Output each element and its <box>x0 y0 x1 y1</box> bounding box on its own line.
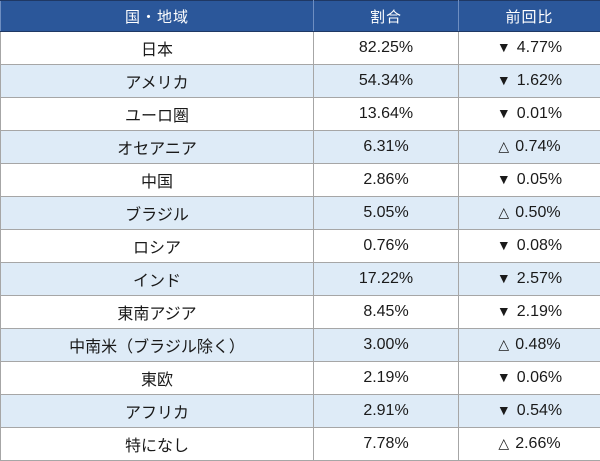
region-cell: 日本 <box>1 32 314 65</box>
down-triangle-icon: ▼ <box>497 39 511 55</box>
table-row: アフリカ 2.91% ▼ 0.54% <box>1 395 600 428</box>
share-cell: 13.64% <box>314 98 459 131</box>
change-cell: ▼ 2.57% <box>459 263 600 296</box>
share-cell: 2.86% <box>314 164 459 197</box>
change-value: 0.06% <box>517 369 562 387</box>
change-cell: ▼ 0.08% <box>459 230 600 263</box>
table-row: オセアニア 6.31% △ 0.74% <box>1 131 600 164</box>
change-value: 0.08% <box>517 237 562 255</box>
header-change: 前回比 <box>459 1 600 32</box>
change-cell: ▼ 0.05% <box>459 164 600 197</box>
region-cell: アフリカ <box>1 395 314 428</box>
change-cell: △ 0.48% <box>459 329 600 362</box>
table-header: 国・地域 割合 前回比 <box>1 1 600 32</box>
table-body: 日本 82.25% ▼ 4.77% アメリカ 54.34% ▼ 1.62% ユーロ圏… <box>1 32 600 461</box>
down-triangle-icon: ▼ <box>497 402 511 418</box>
region-cell: 中国 <box>1 164 314 197</box>
survey-table-container: 国・地域 割合 前回比 日本 82.25% ▼ 4.77% アメリカ 54.34%… <box>0 0 600 447</box>
region-cell: 中南米（ブラジル除く） <box>1 329 314 362</box>
share-cell: 8.45% <box>314 296 459 329</box>
change-value: 1.62% <box>517 72 562 90</box>
change-value: 0.48% <box>515 336 560 354</box>
table-row: 特になし 7.78% △ 2.66% <box>1 428 600 461</box>
table-row: 東欧 2.19% ▼ 0.06% <box>1 362 600 395</box>
change-cell: ▼ 2.19% <box>459 296 600 329</box>
region-cell: 特になし <box>1 428 314 461</box>
share-cell: 82.25% <box>314 32 459 65</box>
region-cell: ユーロ圏 <box>1 98 314 131</box>
table-row: 中南米（ブラジル除く） 3.00% △ 0.48% <box>1 329 600 362</box>
change-cell: △ 0.50% <box>459 197 600 230</box>
share-cell: 6.31% <box>314 131 459 164</box>
table-row: 東南アジア 8.45% ▼ 2.19% <box>1 296 600 329</box>
up-triangle-icon: △ <box>498 138 509 155</box>
share-cell: 5.05% <box>314 197 459 230</box>
share-cell: 2.19% <box>314 362 459 395</box>
share-cell: 54.34% <box>314 65 459 98</box>
down-triangle-icon: ▼ <box>497 105 511 121</box>
region-cell: オセアニア <box>1 131 314 164</box>
share-cell: 7.78% <box>314 428 459 461</box>
down-triangle-icon: ▼ <box>497 171 511 187</box>
down-triangle-icon: ▼ <box>497 369 511 385</box>
change-cell: ▼ 0.06% <box>459 362 600 395</box>
region-cell: アメリカ <box>1 65 314 98</box>
table-row: インド 17.22% ▼ 2.57% <box>1 263 600 296</box>
down-triangle-icon: ▼ <box>497 270 511 286</box>
down-triangle-icon: ▼ <box>497 72 511 88</box>
change-cell: △ 2.66% <box>459 428 600 461</box>
change-value: 0.54% <box>517 402 562 420</box>
table-row: 日本 82.25% ▼ 4.77% <box>1 32 600 65</box>
change-value: 4.77% <box>517 39 562 57</box>
table-row: ユーロ圏 13.64% ▼ 0.01% <box>1 98 600 131</box>
change-value: 0.05% <box>517 171 562 189</box>
region-cell: 東南アジア <box>1 296 314 329</box>
share-cell: 0.76% <box>314 230 459 263</box>
change-value: 2.66% <box>515 435 560 453</box>
region-cell: インド <box>1 263 314 296</box>
region-cell: 東欧 <box>1 362 314 395</box>
change-cell: ▼ 0.01% <box>459 98 600 131</box>
change-cell: △ 0.74% <box>459 131 600 164</box>
up-triangle-icon: △ <box>498 336 509 353</box>
share-cell: 17.22% <box>314 263 459 296</box>
change-cell: ▼ 1.62% <box>459 65 600 98</box>
change-value: 2.19% <box>517 303 562 321</box>
header-share: 割合 <box>314 1 459 32</box>
change-value: 0.50% <box>515 204 560 222</box>
up-triangle-icon: △ <box>498 435 509 452</box>
change-value: 2.57% <box>517 270 562 288</box>
table-row: アメリカ 54.34% ▼ 1.62% <box>1 65 600 98</box>
change-value: 0.01% <box>517 105 562 123</box>
change-cell: ▼ 4.77% <box>459 32 600 65</box>
table-row: ロシア 0.76% ▼ 0.08% <box>1 230 600 263</box>
change-cell: ▼ 0.54% <box>459 395 600 428</box>
share-cell: 2.91% <box>314 395 459 428</box>
region-cell: ロシア <box>1 230 314 263</box>
table-row: ブラジル 5.05% △ 0.50% <box>1 197 600 230</box>
table-row: 中国 2.86% ▼ 0.05% <box>1 164 600 197</box>
header-row: 国・地域 割合 前回比 <box>1 1 600 32</box>
share-cell: 3.00% <box>314 329 459 362</box>
down-triangle-icon: ▼ <box>497 303 511 319</box>
change-value: 0.74% <box>515 138 560 156</box>
region-cell: ブラジル <box>1 197 314 230</box>
up-triangle-icon: △ <box>498 204 509 221</box>
down-triangle-icon: ▼ <box>497 237 511 253</box>
header-region: 国・地域 <box>1 1 314 32</box>
